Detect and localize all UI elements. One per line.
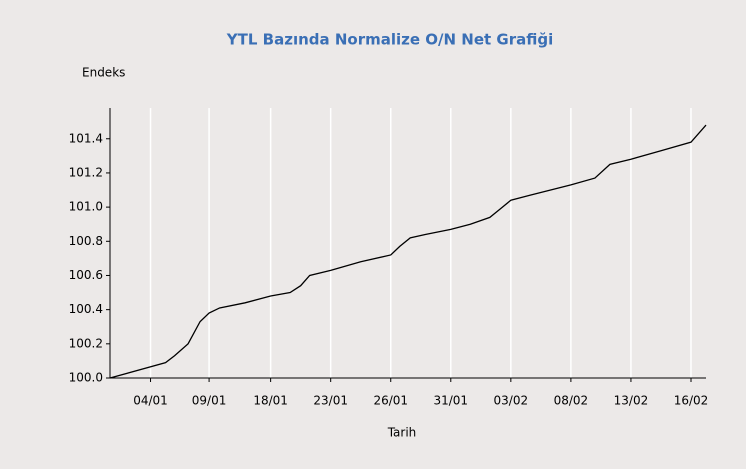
y-tick-label: 100.4 [69, 302, 103, 316]
y-tick-label: 100.8 [69, 234, 103, 248]
x-tick-label: 03/02 [494, 394, 529, 408]
x-tick-label: 18/01 [253, 394, 288, 408]
x-tick-label: 26/01 [373, 394, 408, 408]
y-axis-label: Endeks [82, 66, 125, 80]
x-tick-label: 16/02 [674, 394, 709, 408]
y-tick-label: 101.2 [69, 165, 103, 179]
chart-title: YTL Bazında Normalize O/N Net Grafiği [226, 31, 553, 49]
x-tick-label: 31/01 [433, 394, 468, 408]
x-tick-label: 09/01 [192, 394, 227, 408]
y-tick-label: 101.4 [69, 131, 103, 145]
y-tick-label: 100.6 [69, 268, 103, 282]
x-tick-label: 23/01 [313, 394, 348, 408]
x-axis-label: Tarih [387, 426, 417, 440]
line-series [109, 124, 707, 379]
y-tick-label: 100.2 [69, 336, 103, 350]
x-tick-label: 13/02 [614, 394, 649, 408]
y-tick-label: 100.0 [69, 371, 103, 385]
x-tick-label: 04/01 [133, 394, 168, 408]
x-tick-label: 08/02 [554, 394, 589, 408]
y-tick-label: 101.0 [69, 200, 103, 214]
